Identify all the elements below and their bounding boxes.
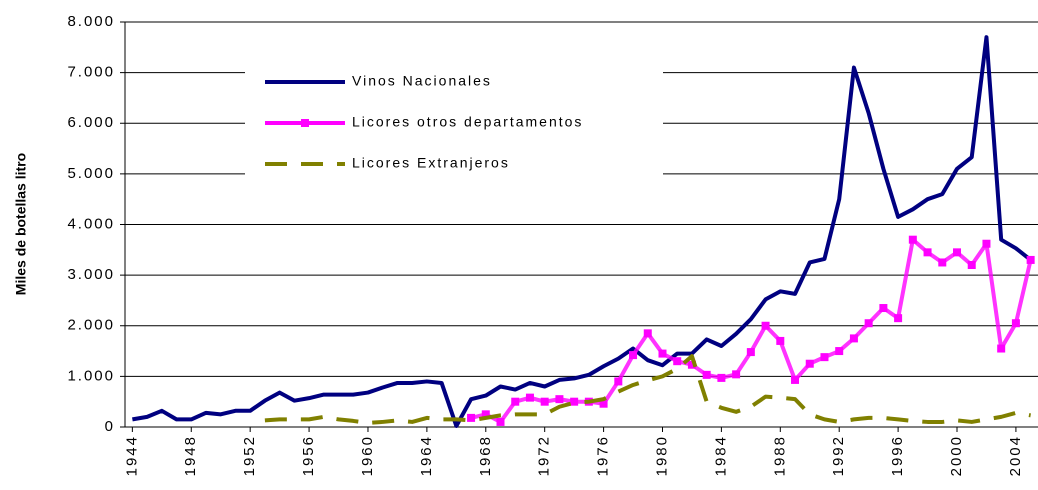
point-marker	[687, 360, 696, 369]
x-tick-label: 1980	[653, 435, 670, 476]
point-marker	[658, 349, 667, 358]
legend-label: Licores Extranjeros	[352, 155, 510, 171]
x-tick-label: 2004	[1007, 435, 1024, 476]
point-marker	[997, 344, 1006, 353]
y-tick-label: 0	[105, 418, 115, 435]
x-tick-label: 1988	[771, 435, 788, 476]
y-axis-label: Miles de botellas litro	[13, 153, 29, 295]
x-tick-label: 1964	[418, 435, 435, 476]
x-tick-label: 2000	[948, 435, 965, 476]
x-tick-label: 1968	[477, 435, 494, 476]
point-marker	[702, 370, 711, 379]
point-marker	[982, 239, 991, 248]
point-marker	[673, 357, 682, 366]
x-tick-label: 1972	[536, 435, 553, 476]
point-marker	[732, 370, 741, 379]
point-marker	[717, 373, 726, 382]
x-tick-label: 1996	[889, 435, 906, 476]
y-tick-label: 4.000	[67, 215, 115, 232]
x-tick-label: 1992	[830, 435, 847, 476]
series-line	[470, 237, 1033, 424]
legend-label: Licores otros departamentos	[352, 114, 583, 130]
point-marker	[835, 347, 844, 356]
point-marker	[791, 375, 800, 384]
x-tick-label: 1952	[241, 435, 258, 476]
point-marker	[849, 334, 858, 343]
point-marker	[540, 397, 549, 406]
y-tick-label: 2.000	[67, 317, 115, 334]
y-tick-label: 1.000	[67, 367, 115, 384]
y-tick-label: 5.000	[67, 165, 115, 182]
point-marker	[805, 359, 814, 368]
point-marker	[496, 417, 505, 426]
point-marker	[908, 235, 917, 244]
point-marker	[467, 413, 476, 422]
point-marker	[1011, 319, 1020, 328]
point-marker	[776, 336, 785, 345]
point-marker	[599, 399, 608, 408]
series-line	[132, 35, 1032, 428]
point-marker	[614, 377, 623, 386]
point-marker	[967, 261, 976, 269]
series-line	[264, 354, 1031, 425]
point-marker	[864, 319, 873, 328]
legend-label: Vinos Nacionales	[352, 73, 492, 89]
point-marker	[643, 329, 652, 338]
point-marker	[894, 314, 903, 323]
point-marker	[525, 393, 534, 402]
point-marker	[570, 397, 579, 406]
point-marker	[1026, 255, 1035, 264]
y-tick-label: 3.000	[67, 266, 115, 283]
x-tick-label: 1944	[123, 435, 140, 476]
x-tick-label: 1984	[712, 435, 729, 476]
x-tick-label: 1960	[359, 435, 376, 476]
point-marker	[481, 410, 490, 419]
point-marker	[879, 304, 888, 313]
x-tick-label: 1956	[300, 435, 317, 476]
point-marker	[629, 351, 638, 360]
y-tick-label: 8.000	[67, 13, 115, 30]
point-marker	[953, 248, 962, 257]
point-marker	[511, 397, 520, 406]
y-tick-label: 7.000	[67, 64, 115, 81]
y-tick-label: 6.000	[67, 114, 115, 131]
point-marker	[761, 321, 770, 330]
x-tick-label: 1976	[595, 435, 612, 476]
point-marker	[938, 258, 947, 267]
point-marker	[923, 248, 932, 257]
legend-marker	[301, 119, 309, 127]
point-marker	[820, 353, 829, 362]
x-tick-label: 1948	[182, 435, 199, 476]
point-marker	[555, 395, 564, 404]
point-marker	[746, 348, 755, 357]
